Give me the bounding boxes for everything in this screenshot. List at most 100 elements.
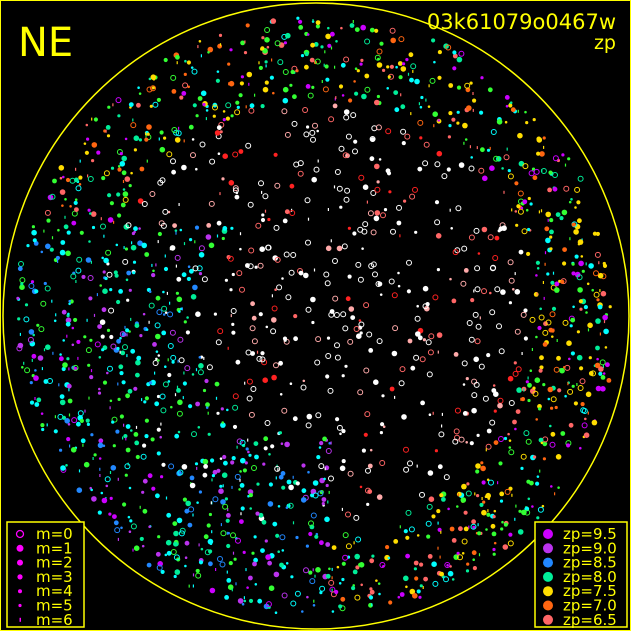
star-point (368, 595, 374, 600)
star-point (260, 351, 265, 356)
star-point (254, 93, 256, 97)
star-point (197, 96, 203, 101)
star-point (19, 332, 21, 336)
star-point (264, 539, 268, 543)
star-point (195, 368, 198, 372)
star-point (334, 354, 341, 361)
star-point (156, 427, 161, 432)
star-point (536, 475, 540, 478)
star-point (283, 338, 287, 342)
star-point (520, 397, 522, 401)
star-point (172, 223, 178, 229)
star-point (75, 280, 77, 283)
star-point (563, 366, 566, 369)
star-point (531, 505, 534, 508)
star-point (458, 526, 463, 532)
star-point (357, 226, 364, 233)
star-point (366, 331, 373, 338)
star-point (472, 311, 479, 318)
star-point (264, 209, 267, 213)
star-point (493, 509, 497, 513)
star-point (24, 303, 29, 307)
star-point (570, 317, 576, 323)
star-point (115, 243, 119, 247)
star-point (504, 95, 510, 100)
star-point (508, 449, 515, 456)
star-point (419, 105, 423, 109)
star-point (354, 67, 358, 70)
star-point (184, 556, 188, 559)
star-point (183, 320, 187, 324)
star-point (425, 98, 427, 102)
star-point (207, 411, 209, 415)
star-point (583, 305, 588, 310)
size-legend-marker (17, 574, 23, 580)
star-point (588, 356, 592, 360)
star-point (361, 247, 364, 250)
star-point (403, 446, 409, 453)
star-point (263, 436, 269, 442)
star-point (239, 232, 242, 236)
star-point (325, 77, 330, 82)
star-point (285, 294, 292, 301)
star-point (295, 535, 299, 540)
star-point (296, 16, 300, 20)
star-point (179, 228, 183, 232)
star-point (408, 52, 414, 58)
star-point (51, 236, 54, 240)
star-point (388, 600, 393, 605)
star-point (489, 419, 496, 426)
star-point (151, 486, 156, 491)
star-point (364, 411, 371, 418)
star-point (301, 463, 306, 468)
star-point (283, 251, 290, 258)
star-point (336, 424, 343, 431)
star-point (250, 351, 256, 356)
star-point (231, 456, 236, 461)
star-point (432, 580, 439, 587)
star-point (339, 465, 346, 472)
star-point (392, 325, 399, 332)
star-point (456, 85, 462, 90)
star-point (221, 421, 224, 424)
star-point (315, 336, 322, 343)
star-point (465, 569, 470, 573)
star-point (206, 223, 212, 228)
star-point (220, 530, 227, 537)
star-point (335, 417, 340, 422)
star-point (60, 240, 66, 245)
star-point (149, 104, 153, 108)
star-point (451, 538, 457, 543)
star-point (571, 222, 576, 227)
star-point (427, 105, 431, 108)
star-point (77, 410, 84, 417)
star-point (124, 473, 128, 477)
star-point (289, 83, 293, 87)
star-point (458, 162, 465, 168)
star-point (315, 567, 321, 573)
star-point (427, 470, 434, 476)
star-point (419, 356, 426, 363)
star-point (428, 496, 435, 503)
star-point (585, 311, 588, 314)
star-point (254, 265, 258, 269)
star-point (574, 206, 577, 209)
star-point (135, 359, 141, 366)
star-point (246, 71, 253, 78)
star-point (576, 200, 581, 205)
star-point (222, 153, 228, 159)
star-point (583, 432, 590, 439)
star-point (591, 288, 594, 292)
star-point (595, 385, 602, 392)
star-point (240, 40, 246, 46)
star-point (540, 441, 544, 445)
star-point (144, 418, 149, 423)
star-point (142, 443, 147, 448)
star-point (55, 313, 57, 317)
star-point (534, 377, 541, 384)
star-point (92, 457, 94, 460)
star-point (238, 488, 241, 491)
star-point (327, 500, 329, 504)
star-point (460, 497, 467, 503)
star-point (379, 562, 386, 568)
